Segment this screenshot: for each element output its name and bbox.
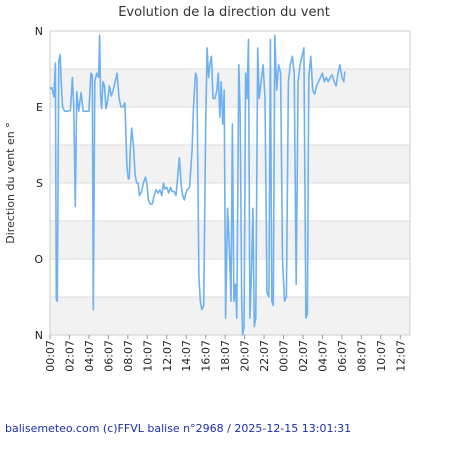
y-tick-label: S [36,177,43,190]
x-tick-label: 06:07 [336,340,349,372]
grid-lines [50,68,410,298]
x-tick-label: 18:07 [219,340,232,372]
x-tick-label: 22:07 [258,340,271,372]
x-tick-label: 16:07 [200,340,213,372]
x-tick-label: 14:07 [180,340,193,372]
y-tick-label: E [36,101,43,114]
y-tick-labels: N E S O N [34,25,43,342]
series-line-wind-direction [49,34,346,336]
grid-band [50,297,410,335]
x-tick-labels: 00:07 02:07 04:07 06:07 08:07 10:07 12:07 14:07… [44,335,407,372]
x-tick-label: 12:07 [394,340,407,372]
x-tick-label: 04:07 [316,340,329,372]
x-tick-label: 02:07 [63,340,76,372]
x-tick-label: 10:07 [141,340,154,372]
y-tick-label: O [34,253,43,266]
footer-credit: balisemeteo.com (c)FFVL balise n°2968 / … [5,422,352,435]
x-tick-label: 20:07 [239,340,252,372]
x-tick-label: 00:07 [278,340,291,372]
x-tick-label: 00:07 [44,340,57,372]
x-tick-label: 06:07 [102,340,115,372]
plot-frame [49,30,411,336]
x-tick-label: 08:07 [355,340,368,372]
chart-title: Evolution de la direction du vent [118,5,330,20]
x-tick-label: 10:07 [375,340,388,372]
x-tick-label: 02:07 [297,340,310,372]
y-tick-label: N [35,329,43,342]
series-layer [49,34,346,336]
y-axis-label: Direction du vent en ° [4,122,17,243]
y-tick-label: N [35,25,43,38]
grid-bands [50,69,410,335]
x-tick-label: 04:07 [83,340,96,372]
x-tick-label: 12:07 [161,340,174,372]
grid-band [50,145,410,183]
x-tick-label: 08:07 [122,340,135,372]
